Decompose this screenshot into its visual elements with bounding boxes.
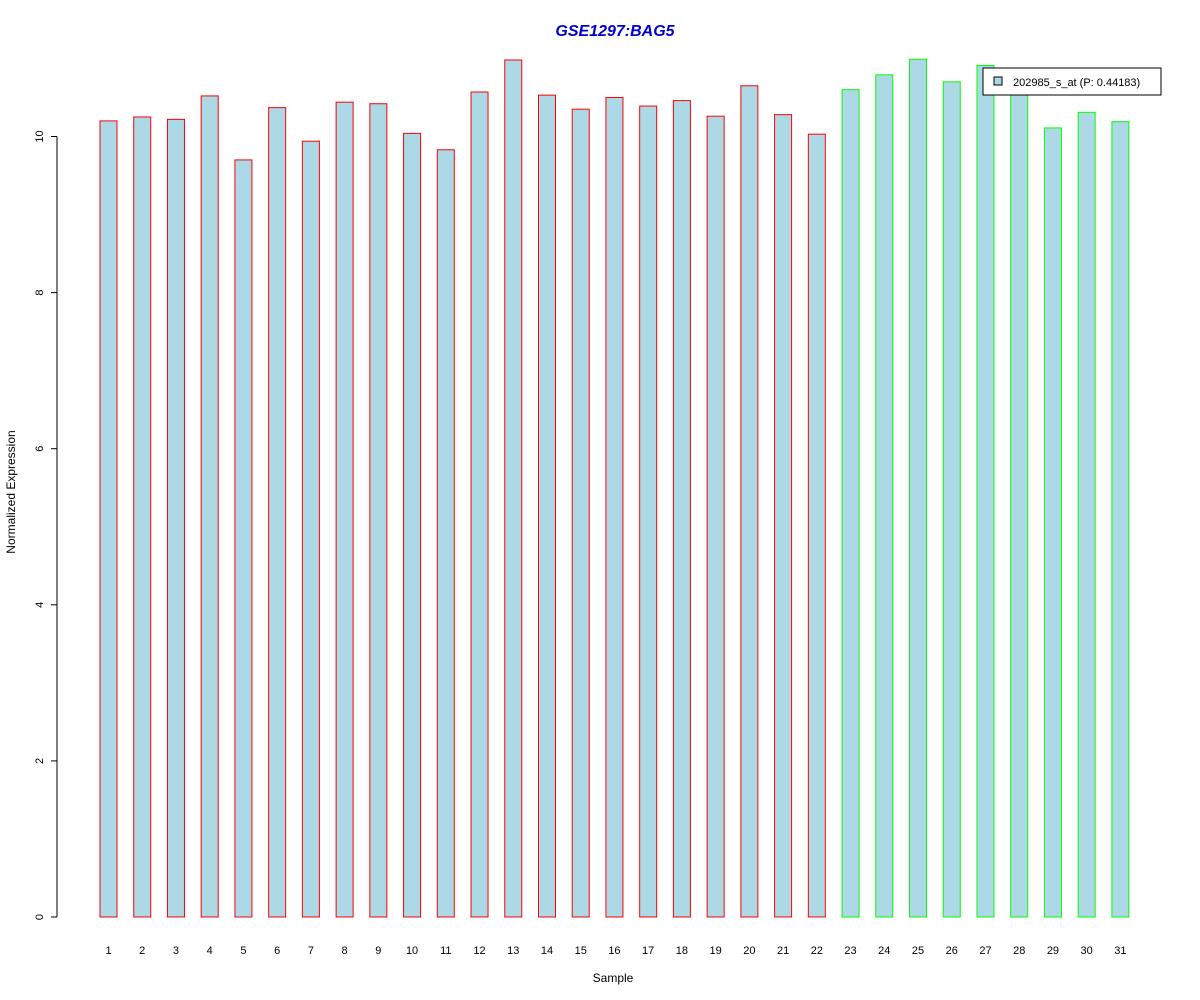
bar-sample-10: [403, 132, 422, 918]
x-tick-label: 25: [912, 945, 924, 957]
x-tick-label: 24: [878, 945, 890, 957]
bar-sample-24: [875, 74, 894, 918]
bar-sample-18: [672, 100, 691, 918]
x-tick-label: 23: [844, 945, 856, 957]
x-tick-label: 2: [139, 945, 145, 957]
x-tick-label: 17: [642, 945, 654, 957]
y-axis: 0 2 4 6 8 10: [34, 130, 58, 920]
x-tick-label: 3: [173, 945, 179, 957]
x-tick-label: 14: [541, 945, 553, 957]
y-tick-label: 8: [34, 290, 46, 296]
bar-sample-26: [942, 81, 961, 918]
y-tick-label: 10: [34, 130, 46, 142]
bar-sample-23: [841, 89, 860, 918]
x-tick-label: 19: [710, 945, 722, 957]
bar-sample-9: [369, 103, 388, 918]
x-tick-label: 7: [308, 945, 314, 957]
y-tick-label: 2: [34, 758, 46, 764]
y-axis-label: Normalized Expression: [4, 430, 18, 553]
bar-sample-31: [1111, 121, 1130, 918]
x-tick-label: 13: [507, 945, 519, 957]
bar-sample-27: [976, 64, 995, 918]
x-tick-label: 10: [406, 945, 418, 957]
chart-title: GSE1297:BAG5: [555, 23, 675, 40]
x-tick-label: 18: [676, 945, 688, 957]
bar-sample-7: [301, 140, 320, 918]
bar-sample-6: [268, 107, 287, 918]
x-tick-label: 27: [979, 945, 991, 957]
bar-sample-19: [706, 115, 725, 918]
y-tick-label: 6: [34, 446, 46, 452]
x-tick-label: 11: [440, 945, 451, 957]
bar-sample-8: [335, 101, 354, 918]
x-tick-label: 22: [811, 945, 823, 957]
x-tick-label: 15: [575, 945, 587, 957]
bar-sample-14: [537, 94, 556, 918]
bar-sample-21: [774, 114, 793, 918]
x-tick-label: 9: [375, 945, 381, 957]
x-tick-label: 26: [946, 945, 958, 957]
x-tick-label: 28: [1013, 945, 1025, 957]
x-tick-label: 16: [608, 945, 620, 957]
bars: [99, 58, 1130, 918]
x-tick-labels: 1 2 3 4 5 6 7 8 9 10 11 12 13 14 15 16 17 18 19 20 21 22 23 24 2…: [105, 945, 1126, 957]
x-tick-label: 12: [473, 945, 485, 957]
x-tick-label: 20: [743, 945, 755, 957]
bar-sample-15: [571, 108, 590, 918]
bar-sample-11: [436, 149, 455, 918]
legend-label: 202985_s_at (P: 0.44183): [1013, 77, 1140, 89]
bar-sample-25: [909, 58, 928, 918]
bar-sample-28: [1010, 92, 1029, 918]
legend-swatch: [993, 76, 1003, 86]
bar-sample-1: [99, 120, 118, 918]
bar-sample-30: [1077, 111, 1096, 918]
x-tick-label: 5: [240, 945, 246, 957]
x-tick-label: 8: [342, 945, 348, 957]
x-axis-label: Sample: [593, 971, 634, 985]
x-tick-label: 29: [1047, 945, 1059, 957]
bar-sample-12: [470, 91, 489, 918]
x-tick-label: 21: [777, 945, 789, 957]
y-tick-label: 0: [34, 914, 46, 920]
bar-sample-20: [740, 85, 759, 918]
bar-sample-22: [807, 133, 826, 918]
y-tick-label: 4: [34, 602, 46, 608]
legend: 202985_s_at (P: 0.44183): [982, 67, 1162, 96]
bar-sample-16: [605, 96, 624, 918]
x-tick-label: 30: [1081, 945, 1093, 957]
legend-box: [982, 67, 1162, 96]
x-tick-label: 31: [1114, 945, 1126, 957]
bar-sample-17: [639, 105, 658, 918]
x-tick-label: 1: [105, 945, 111, 957]
bar-sample-29: [1043, 127, 1062, 918]
x-tick-label: 4: [207, 945, 213, 957]
bar-sample-5: [234, 159, 253, 918]
bar-sample-4: [200, 95, 219, 918]
bar-sample-2: [133, 116, 152, 918]
bar-sample-13: [504, 59, 523, 918]
bar-sample-3: [166, 118, 185, 918]
x-tick-label: 6: [274, 945, 280, 957]
